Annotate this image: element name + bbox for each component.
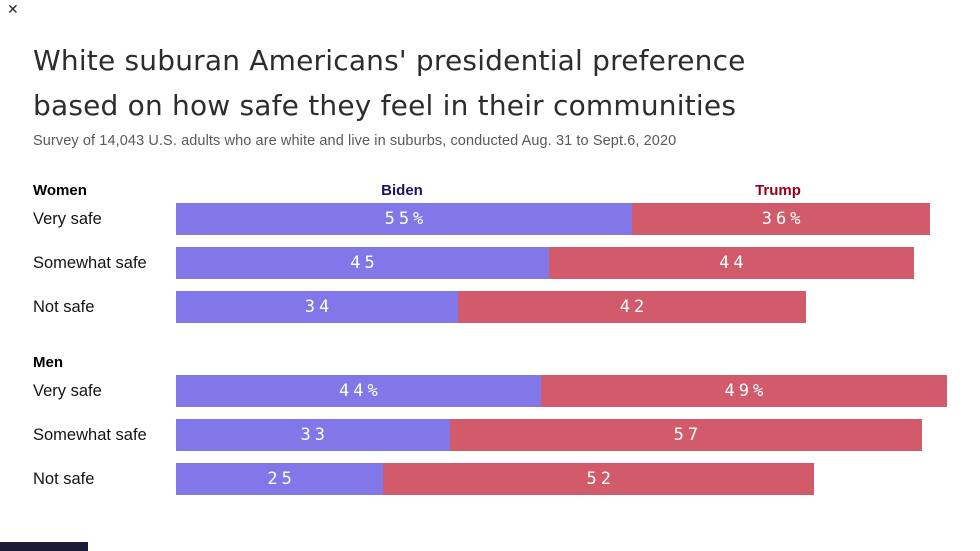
biden-value-label: 25	[267, 469, 296, 489]
row-label: Somewhat safe	[33, 254, 147, 272]
bottom-partial-element	[0, 542, 88, 551]
page-title-line2: based on how safe they feel in their com…	[33, 89, 737, 122]
chart-groups: Women Biden Trump Very safe 55% 36% Somewhat s…	[0, 181, 980, 495]
group-header: Men	[0, 353, 980, 375]
chart-row: Not safe 34 42	[0, 291, 980, 323]
biden-value-label: 55%	[384, 209, 428, 229]
group-label: Men	[33, 354, 63, 371]
legend-biden: Biden	[381, 182, 423, 199]
biden-bar-segment: 55%	[176, 203, 632, 235]
biden-bar-segment: 34	[176, 291, 458, 323]
row-label: Somewhat safe	[33, 426, 147, 444]
row-label: Very safe	[33, 210, 102, 228]
bar-row: 44% 49%	[176, 375, 947, 407]
trump-bar-segment: 42	[457, 291, 807, 323]
biden-bar-segment: 25	[176, 463, 384, 495]
chart-subtitle: Survey of 14,043 U.S. adults who are whi…	[33, 133, 677, 149]
chart-row: Very safe 55% 36%	[0, 203, 980, 235]
trump-bar-segment: 57	[449, 419, 923, 451]
chart-row: Somewhat safe 45 44	[0, 247, 980, 279]
biden-value-label: 44%	[339, 381, 382, 401]
biden-value-label: 34	[304, 297, 334, 317]
chart-row: Very safe 44% 49%	[0, 375, 980, 407]
page-title-line1: White suburan Americans' presidential pr…	[33, 44, 746, 77]
page-title: White suburan Americans' presidential pr…	[33, 38, 746, 128]
row-label: Not safe	[33, 470, 95, 488]
trump-value-label: 57	[673, 425, 703, 445]
trump-bar-segment: 36%	[631, 203, 931, 235]
row-label: Very safe	[33, 382, 102, 400]
chart: Women Biden Trump Very safe 55% 36% Somewhat s…	[0, 181, 980, 507]
trump-value-label: 36%	[761, 209, 805, 229]
chart-row: Somewhat safe 33 57	[0, 419, 980, 451]
bar-row: 45 44	[176, 247, 914, 279]
trump-bar-segment: 49%	[540, 375, 947, 407]
bar-row: 55% 36%	[176, 203, 931, 235]
biden-value-label: 45	[350, 253, 379, 273]
close-icon[interactable]: ✕	[7, 1, 19, 17]
trump-value-label: 44	[719, 253, 748, 273]
chart-group-women: Women Biden Trump Very safe 55% 36% Somewhat s…	[0, 181, 980, 323]
chart-row: Not safe 25 52	[0, 463, 980, 495]
trump-bar-segment: 52	[383, 463, 815, 495]
biden-bar-segment: 44%	[176, 375, 541, 407]
biden-bar-segment: 45	[176, 247, 549, 279]
bar-row: 33 57	[176, 419, 923, 451]
trump-value-label: 49%	[724, 381, 768, 401]
bar-row: 34 42	[176, 291, 807, 323]
bar-row: 25 52	[176, 463, 815, 495]
trump-value-label: 52	[586, 469, 615, 489]
trump-bar-segment: 44	[549, 247, 914, 279]
biden-bar-segment: 33	[176, 419, 450, 451]
chart-group-men: Men Very safe 44% 49% Somewhat safe 33 57 Not s…	[0, 353, 980, 495]
group-label: Women	[33, 182, 87, 199]
legend-trump: Trump	[755, 182, 801, 199]
biden-value-label: 33	[300, 425, 330, 445]
group-header: Women Biden Trump	[0, 181, 980, 203]
trump-value-label: 42	[619, 297, 649, 317]
row-label: Not safe	[33, 298, 95, 316]
